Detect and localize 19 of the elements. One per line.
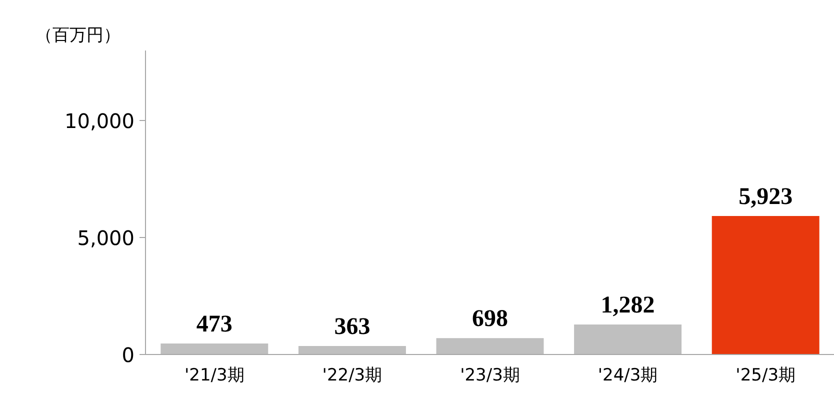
x-tick-label: '25/3期 bbox=[736, 366, 796, 386]
bar bbox=[436, 338, 544, 354]
y-tick-label: 10,000 bbox=[64, 109, 135, 134]
y-axis-title: （百万円） bbox=[36, 26, 120, 46]
bar bbox=[574, 324, 682, 354]
y-tick-label: 0 bbox=[122, 343, 135, 367]
x-tick-label: '22/3期 bbox=[322, 366, 382, 386]
y-tick-label: 5,000 bbox=[77, 226, 135, 250]
data-label: 363 bbox=[334, 314, 370, 340]
data-label: 698 bbox=[472, 306, 508, 332]
data-label: 473 bbox=[196, 311, 232, 338]
x-tick-label: '24/3期 bbox=[598, 366, 658, 386]
x-tick-label: '21/3期 bbox=[184, 366, 244, 386]
x-tick-label: '23/3期 bbox=[460, 366, 520, 386]
bar bbox=[160, 343, 268, 354]
bar bbox=[712, 216, 820, 354]
data-label: 1,282 bbox=[600, 292, 655, 319]
bar bbox=[298, 346, 406, 354]
data-label: 5,923 bbox=[738, 184, 793, 210]
